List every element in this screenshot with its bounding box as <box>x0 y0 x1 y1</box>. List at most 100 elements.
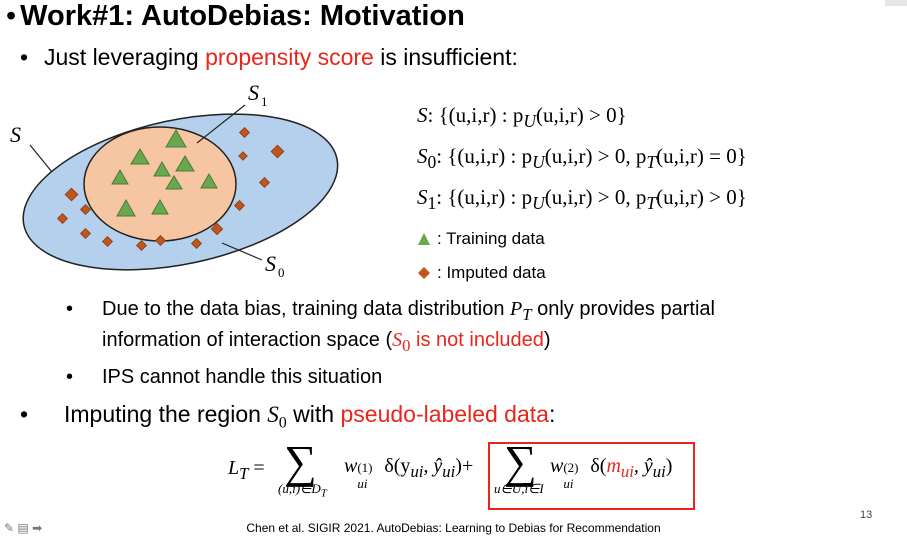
training-triangle <box>111 168 129 185</box>
training-triangle <box>130 148 150 165</box>
def-rhs-tail2: (u,i,r) = 0} <box>656 144 747 169</box>
label-S1-sub: 1 <box>261 94 268 109</box>
delta1-sub: ui <box>410 462 424 481</box>
training-triangle <box>116 198 136 217</box>
sub-bullet-data-bias: • Due to the data bias, training data dis… <box>66 298 715 325</box>
imputed-diamond <box>233 199 246 212</box>
training-triangle <box>165 175 183 190</box>
bullet-imputing: • Imputing the region S0 with pseudo-labe… <box>20 401 555 433</box>
imputed-diamond <box>101 235 114 248</box>
label-S0-sub: 0 <box>278 265 285 280</box>
delta2-end: ) <box>665 455 673 477</box>
sum2-under: u∈U,i∈I <box>494 481 544 496</box>
sum1-under-text: (u,i)∈D <box>278 481 321 496</box>
def-lhs-sub: 1 <box>427 193 437 214</box>
def-rhs-sub: U <box>532 193 545 214</box>
bullet-dot: • <box>20 401 29 427</box>
w2-sub: ui <box>563 476 574 491</box>
imputed-diamond <box>190 237 203 250</box>
set-definitions: S: {(u,i,r) : pU(u,i,r) > 0} S0: {(u,i,r… <box>417 98 747 290</box>
sub1-line2-b: ) <box>543 329 551 351</box>
def-rhs-sub: U <box>532 152 545 173</box>
next-arrow-icon[interactable]: ➡ <box>32 521 43 535</box>
top-right-bar <box>885 0 907 6</box>
delta1-sub2: ui <box>442 462 456 481</box>
m-sub: ui <box>620 462 634 481</box>
bullet2-suffix: : <box>548 401 556 427</box>
training-triangle <box>165 129 187 148</box>
def-lhs: S <box>417 144 428 169</box>
bullet-propensity: • Just leveraging propensity score is ins… <box>20 44 518 71</box>
training-triangles <box>111 129 218 217</box>
def-lhs: S <box>417 185 428 210</box>
imputed-diamond <box>64 187 79 202</box>
m-var: m <box>606 455 621 477</box>
slide-title: • Work#1: AutoDebias: Motivation <box>6 0 465 33</box>
menu-icon[interactable]: ▤ <box>17 521 29 535</box>
def-rhs-sub2: T <box>646 193 657 214</box>
training-triangle <box>200 172 218 189</box>
imputation-term-highlight-box <box>488 442 695 510</box>
w1: w <box>344 455 358 477</box>
sub2-text: IPS cannot handle this situation <box>102 366 383 388</box>
sub1-red-text: is not included <box>410 329 544 351</box>
def-S: S: {(u,i,r) : pU(u,i,r) > 0} <box>417 98 747 139</box>
label-S: S <box>10 122 21 147</box>
def-rhs-tail: (u,i,r) > 0, p <box>544 144 647 169</box>
imputed-diamond <box>238 126 251 139</box>
bullet-dot: • <box>66 298 74 320</box>
bullet1-prefix: Just leveraging <box>44 44 206 70</box>
sum1-symbol: ∑ <box>284 436 317 487</box>
def-rhs-tail: (u,i,r) > 0, p <box>544 185 647 210</box>
sub-bullet-data-bias-line2: information of interaction space (S0 is … <box>102 329 551 356</box>
slideshow-controls[interactable]: ✎ ▤ ➡ <box>4 521 42 535</box>
delta1-end: ) <box>455 455 462 477</box>
eq-plus: + <box>461 455 474 477</box>
def-rhs-tail: (u,i,r) > 0} <box>535 103 627 127</box>
eq-lhs-sub: T <box>239 464 249 483</box>
bullet1-highlight: propensity score <box>205 44 374 70</box>
bullet2-var: S <box>267 402 279 427</box>
training-triangle <box>175 155 195 172</box>
pointer-line-S1 <box>196 104 246 144</box>
pointer-line-S0 <box>221 242 263 261</box>
sum1-under: (u,i)∈DT <box>278 481 327 500</box>
sub1-line1-b: only provides partial <box>531 298 715 320</box>
def-S0: S0: {(u,i,r) : pU(u,i,r) > 0, pT(u,i,r) … <box>417 139 747 180</box>
sum1-under-sub: T <box>320 487 327 500</box>
sub1-red-var: S <box>392 329 403 351</box>
bullet-dot: • <box>20 44 29 70</box>
sub1-var: P <box>510 298 523 320</box>
legend-training: : Training data <box>417 222 747 256</box>
imputed-diamond <box>258 176 271 189</box>
def-rhs-sub: U <box>523 111 536 132</box>
imputed-diamonds <box>56 126 285 252</box>
imputed-diamond <box>210 222 224 236</box>
def-rhs-tail2: (u,i,r) > 0} <box>656 185 747 210</box>
def-rhs: : {(u,i,r) : p <box>436 144 533 169</box>
imputed-diamond <box>79 203 92 216</box>
eq-lhs-var: L <box>228 457 240 479</box>
eq-term2: w (2) ui δ(mui, ŷui) <box>550 455 673 491</box>
eq-equals: = <box>253 457 265 479</box>
def-rhs: : {(u,i,r) : p <box>436 185 533 210</box>
delta2: δ( <box>590 455 607 477</box>
training-triangle <box>151 198 169 215</box>
bullet2-sub: 0 <box>278 414 287 432</box>
sub1-var-sub: T <box>522 305 532 324</box>
bullet2-highlight: pseudo-labeled data <box>340 401 549 427</box>
page-number: 13 <box>860 509 873 521</box>
bullet1-suffix: is insufficient: <box>373 44 518 70</box>
delta2-sub: ui <box>652 462 666 481</box>
pen-icon[interactable]: ✎ <box>4 521 15 535</box>
sub-bullet-ips: • IPS cannot handle this situation <box>66 366 382 389</box>
delta1: δ(y <box>384 455 411 477</box>
imputed-diamond <box>238 151 248 161</box>
training-triangle <box>153 160 171 177</box>
delta1-mid: , ŷ <box>423 455 443 477</box>
training-triangle-icon <box>418 232 430 245</box>
w2-sup: (2) <box>563 460 579 475</box>
w2: w <box>550 455 564 477</box>
bullet-dot: • <box>66 366 74 388</box>
def-S1: S1: {(u,i,r) : pU(u,i,r) > 0, pT(u,i,r) … <box>417 180 747 221</box>
